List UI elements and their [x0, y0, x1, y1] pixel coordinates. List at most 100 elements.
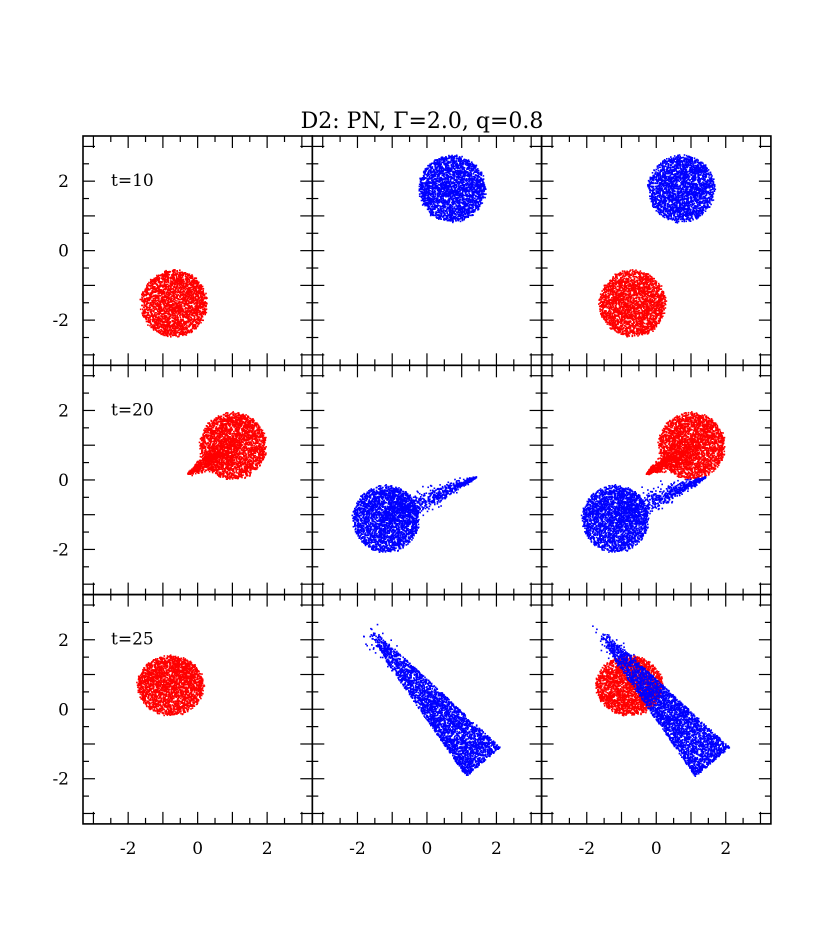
data-point [457, 159, 460, 162]
data-point [165, 278, 167, 281]
data-point [445, 193, 447, 196]
data-point [178, 272, 180, 274]
data-point [170, 283, 173, 285]
data-point [455, 159, 457, 162]
data-point [150, 284, 152, 286]
data-point [146, 285, 148, 288]
data-point [183, 296, 185, 299]
data-point [166, 325, 168, 327]
data-point [175, 274, 177, 276]
data-point [181, 298, 183, 300]
data-point [165, 292, 168, 295]
data-point [478, 198, 481, 200]
data-point [442, 212, 445, 214]
data-point [447, 194, 450, 197]
data-point [440, 179, 442, 181]
data-point [440, 158, 443, 160]
data-point [456, 212, 459, 214]
data-point [433, 174, 436, 177]
data-point [196, 293, 198, 295]
data-point [190, 310, 193, 313]
data-point [176, 295, 178, 297]
data-point [448, 194, 451, 197]
data-point [199, 296, 202, 298]
data-point [160, 329, 163, 331]
data-point [449, 176, 451, 178]
data-point [434, 185, 436, 188]
data-point [200, 285, 202, 287]
data-point [158, 318, 160, 320]
data-point [174, 272, 176, 274]
data-point [175, 307, 178, 310]
data-point [184, 294, 187, 297]
data-point [443, 182, 445, 184]
data-point [149, 278, 152, 281]
data-point [155, 278, 158, 281]
data-point [176, 304, 179, 306]
data-point [452, 177, 454, 180]
data-point [173, 274, 175, 277]
data-point [446, 180, 449, 183]
data-point [166, 310, 168, 313]
data-point [429, 197, 431, 200]
data-point [198, 320, 201, 323]
data-point [470, 182, 472, 185]
data-point [176, 270, 178, 272]
data-point [430, 212, 433, 214]
data-point [472, 168, 474, 170]
data-point [422, 203, 425, 205]
data-point [189, 286, 192, 289]
data-point [174, 322, 176, 324]
data-point [159, 317, 162, 320]
data-point [156, 275, 158, 278]
data-point [469, 190, 471, 193]
data-point [166, 293, 169, 296]
data-point [157, 305, 159, 307]
data-point [141, 298, 144, 300]
data-point [435, 169, 438, 172]
data-point [199, 290, 201, 292]
data-point [452, 220, 455, 222]
panel-r1-c1: -202 t=10 [52, 135, 314, 367]
data-point [448, 161, 450, 164]
data-point [444, 185, 446, 187]
data-point [463, 218, 465, 221]
data-point [462, 177, 464, 180]
data-point [468, 160, 471, 163]
data-point [438, 188, 440, 191]
data-point [445, 164, 448, 166]
data-point [442, 157, 444, 160]
data-point [445, 216, 448, 219]
data-point [449, 168, 451, 170]
data-point [184, 330, 187, 333]
data-point [430, 162, 433, 165]
data-point [443, 218, 445, 220]
data-point [465, 195, 468, 197]
data-point [427, 184, 429, 187]
data-point [462, 197, 465, 200]
data-point [443, 219, 446, 221]
data-point [483, 184, 485, 187]
data-point [155, 304, 158, 307]
data-point [445, 215, 447, 217]
data-point [187, 326, 189, 328]
data-point [179, 332, 181, 335]
data-point [448, 170, 450, 172]
data-point [175, 305, 177, 307]
data-point [184, 275, 187, 278]
data-point [454, 210, 456, 213]
data-point [483, 193, 486, 196]
data-point [163, 330, 166, 333]
data-point [169, 325, 172, 328]
data-point [196, 322, 199, 325]
data-point [456, 211, 458, 213]
data-point [172, 309, 174, 311]
data-point [156, 309, 159, 311]
data-point [173, 322, 175, 325]
data-point [178, 280, 181, 283]
data-point [197, 296, 200, 299]
data-point [184, 312, 187, 314]
data-point [436, 171, 439, 174]
data-point [157, 331, 160, 334]
